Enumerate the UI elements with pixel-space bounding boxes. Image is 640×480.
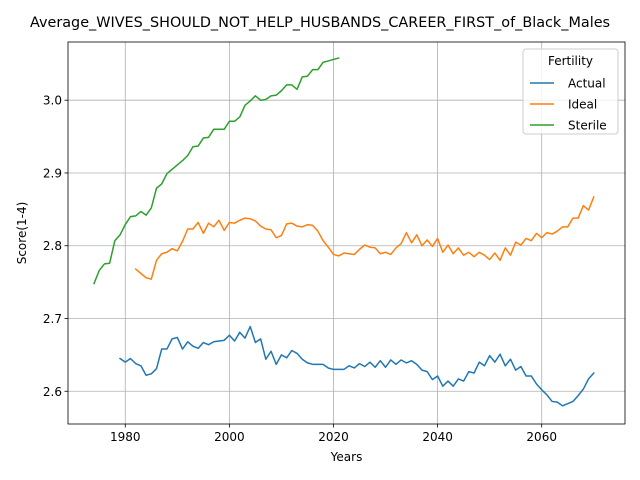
- legend-label-actual: Actual: [568, 77, 606, 91]
- legend-box: [522, 48, 619, 135]
- plot-area-frame: [67, 41, 626, 425]
- y-axis-label: Score(1-4): [15, 202, 29, 265]
- series-line-actual: [119, 325, 595, 407]
- x-tick-label: 2000: [214, 430, 245, 444]
- x-axis: 1980 2000 2020 2040 2060: [110, 424, 557, 444]
- legend: Fertility Actual Ideal Sterile: [522, 48, 619, 135]
- y-tick-label: 2.6: [43, 385, 62, 399]
- legend-title: Fertility: [548, 54, 593, 68]
- chart-title: Average_WIVES_SHOULD_NOT_HELP_HUSBANDS_C…: [30, 15, 610, 31]
- y-tick-label: 2.7: [43, 312, 62, 326]
- series-line-sterile: [93, 57, 340, 285]
- y-axis: 2.6 2.7 2.8 2.9 3.0: [43, 94, 68, 399]
- y-tick-label: 2.9: [43, 166, 62, 180]
- y-tick-label: 3.0: [43, 94, 62, 108]
- x-tick-label: 2020: [318, 430, 349, 444]
- x-tick-label: 2060: [526, 430, 557, 444]
- series-line-ideal: [134, 196, 595, 280]
- series-lines: [93, 57, 595, 407]
- x-axis-label: Years: [330, 450, 363, 464]
- legend-label-sterile: Sterile: [568, 119, 607, 133]
- x-tick-label: 2040: [422, 430, 453, 444]
- x-tick-label: 1980: [110, 430, 141, 444]
- y-tick-label: 2.8: [43, 239, 62, 253]
- legend-label-ideal: Ideal: [568, 98, 597, 112]
